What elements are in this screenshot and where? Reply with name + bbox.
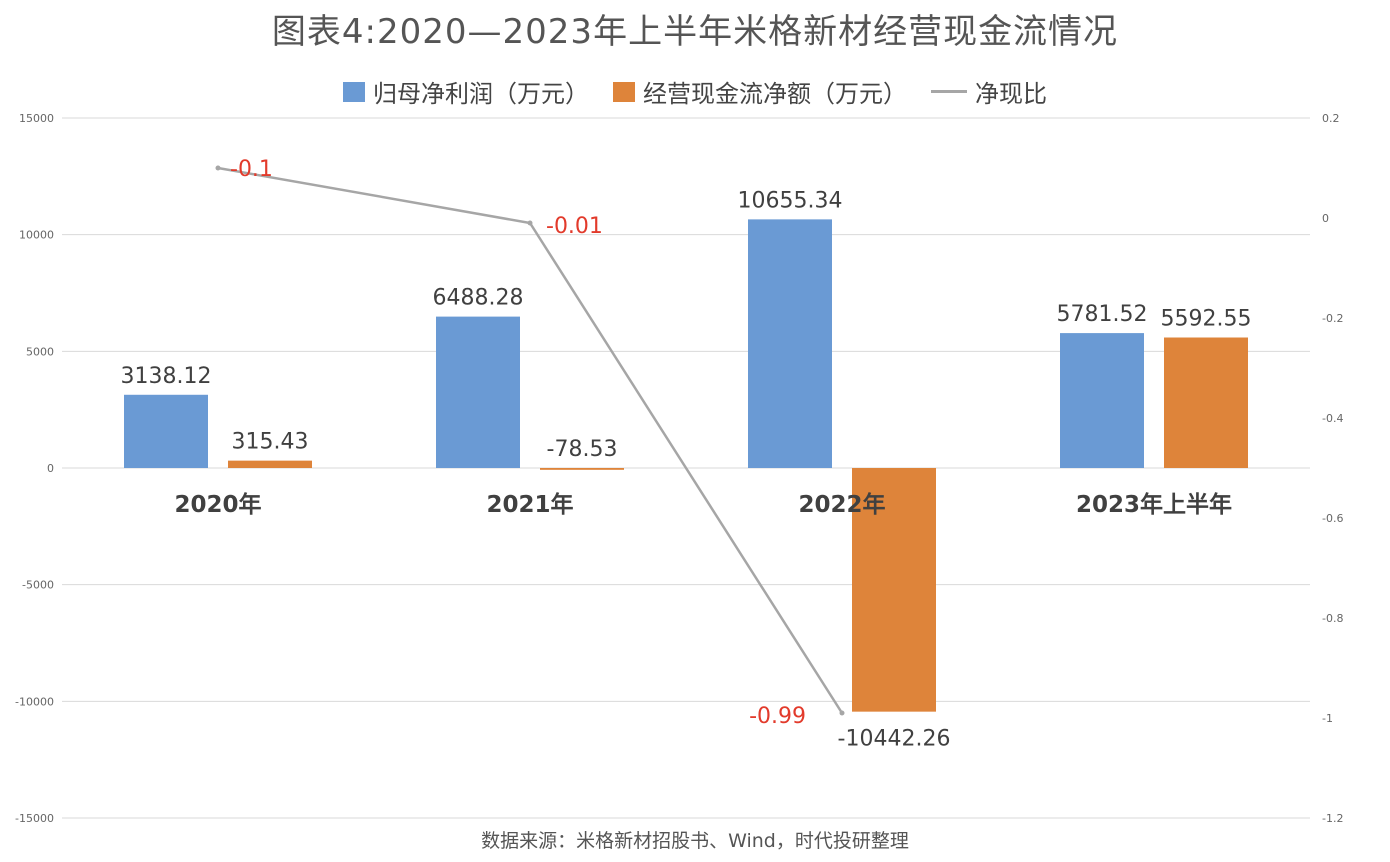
y-left-tick-label: -15000: [15, 812, 54, 825]
legend-label-ratio: 净现比: [975, 80, 1047, 108]
y-left-tick-label: 15000: [19, 112, 54, 125]
bar-cashflow: [540, 468, 624, 470]
ratio-data-label: -0.01: [546, 214, 603, 239]
ratio-data-label: -0.99: [749, 704, 806, 729]
bar-cashflow: [228, 460, 312, 468]
y-right-tick-label: -0.4: [1322, 412, 1343, 425]
y-right-tick-label: 0.2: [1322, 112, 1340, 125]
y-left-tick-label: -5000: [22, 579, 54, 592]
legend-swatch-ratio: [931, 90, 967, 93]
legend-label-cashflow: 经营现金流净额（万元）: [643, 80, 907, 108]
y-right-tick-label: -0.2: [1322, 312, 1343, 325]
legend-item-cashflow: 经营现金流净额（万元）: [613, 74, 907, 109]
bar-cashflow: [852, 468, 936, 712]
x-category-label: 2021年: [486, 491, 573, 518]
legend-item-ratio: 净现比: [931, 74, 1047, 109]
bar-data-label: 3138.12: [121, 364, 212, 389]
x-category-label: 2020年: [174, 491, 261, 518]
bar-profit: [124, 394, 208, 468]
y-right-tick-label: -0.8: [1322, 612, 1343, 625]
legend-swatch-cashflow: [613, 81, 635, 102]
bar-data-label: -10442.26: [838, 727, 951, 752]
bar-data-label: 6488.28: [433, 286, 524, 311]
x-category-label: 2023年上半年: [1076, 491, 1232, 518]
legend: 归母净利润（万元） 经营现金流净额（万元） 净现比: [0, 74, 1390, 109]
bar-data-label: 5592.55: [1161, 307, 1252, 332]
bar-data-label: 315.43: [232, 430, 309, 455]
ratio-data-label: -0.1: [230, 157, 273, 182]
bar-data-label: 10655.34: [738, 188, 843, 213]
bar-data-label: 5781.52: [1057, 302, 1148, 327]
source-note: 数据来源：米格新材招股书、Wind，时代投研整理: [481, 830, 909, 852]
y-right-tick-label: 0: [1322, 212, 1329, 225]
y-right-tick-label: -1.2: [1322, 812, 1343, 825]
y-left-tick-label: 5000: [26, 345, 54, 358]
bar-data-label: -78.53: [547, 437, 618, 462]
ratio-point: [215, 165, 221, 171]
bar-profit: [748, 219, 832, 468]
ratio-point: [527, 220, 533, 226]
legend-item-profit: 归母净利润（万元）: [343, 74, 589, 109]
bar-profit: [1060, 333, 1144, 468]
bar-cashflow: [1164, 337, 1248, 468]
bar-profit: [436, 316, 520, 468]
y-left-tick-label: -10000: [15, 695, 54, 708]
ratio-point: [839, 710, 845, 716]
y-right-tick-label: -1: [1322, 712, 1333, 725]
chart-title: 图表4:2020—2023年上半年米格新材经营现金流情况: [271, 12, 1119, 52]
y-left-tick-label: 0: [47, 462, 54, 475]
legend-swatch-profit: [343, 81, 365, 102]
y-left-tick-label: 10000: [19, 229, 54, 242]
y-right-tick-label: -0.6: [1322, 512, 1343, 525]
legend-label-profit: 归母净利润（万元）: [373, 80, 589, 108]
x-category-label: 2022年: [798, 491, 885, 518]
